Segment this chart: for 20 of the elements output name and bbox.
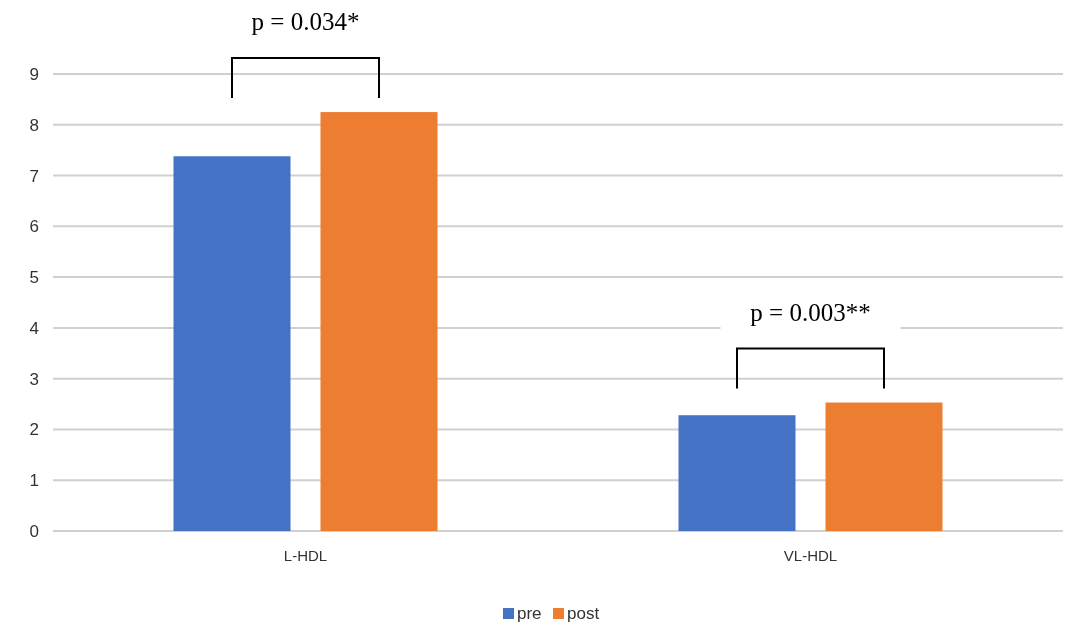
x-tick-label: VL-HDL: [783, 547, 838, 564]
legend-label: pre: [517, 604, 542, 623]
bar: [173, 156, 291, 531]
text: p = 0.034*: [251, 8, 360, 36]
bar: [678, 415, 796, 531]
y-tick-label: 6: [29, 217, 39, 237]
y-tick-label: 2: [29, 420, 39, 440]
y-tick-label: 9: [29, 64, 39, 84]
bar: [320, 112, 438, 531]
y-tick-label: 8: [29, 115, 39, 135]
bar: [825, 402, 943, 531]
y-tick-label: 4: [29, 318, 39, 338]
y-tick-label: 3: [29, 369, 39, 389]
annotation: p = 0.003**: [750, 298, 871, 326]
x-tick-label: L-HDL: [283, 547, 328, 564]
y-tick-label: 1: [29, 471, 39, 491]
y-tick-label: 7: [29, 166, 39, 186]
legend-label: post: [567, 604, 600, 623]
y-tick-label: 5: [29, 268, 39, 288]
y-tick-label: 0: [29, 521, 39, 541]
